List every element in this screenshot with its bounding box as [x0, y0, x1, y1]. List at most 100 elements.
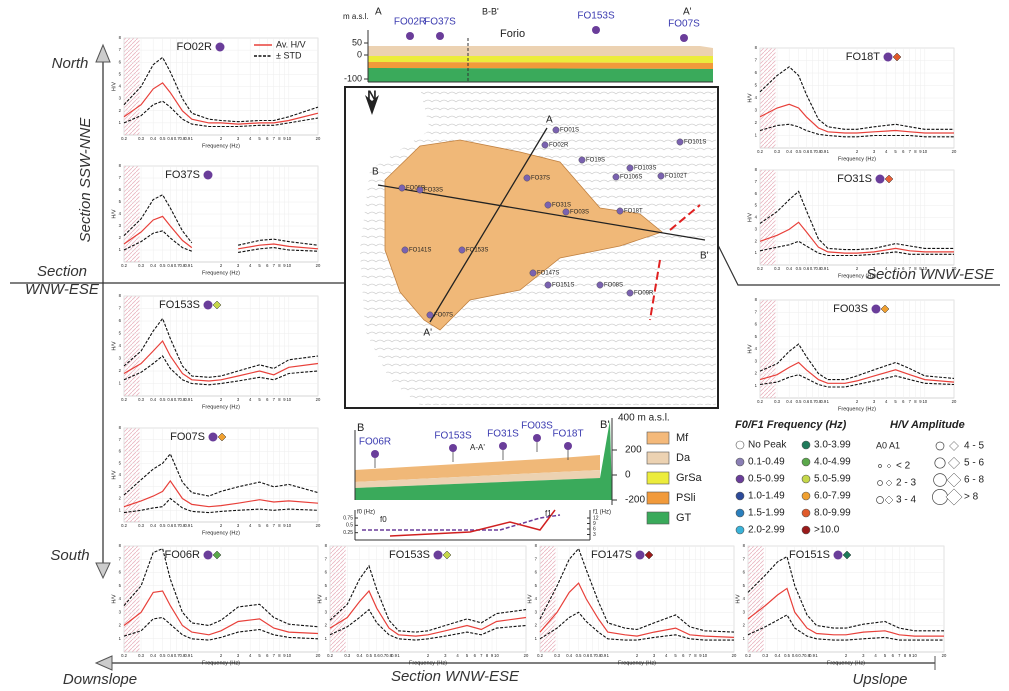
- y-tick-label: 8: [755, 167, 758, 172]
- x-tick-label: 1: [191, 136, 194, 141]
- x-tick-label: 0.6: [167, 263, 173, 268]
- x-tick-label: 0.7: [174, 397, 180, 402]
- y-tick-label: 1: [755, 133, 758, 138]
- y-tick-label: 5: [755, 83, 758, 88]
- frequency-swatch: [801, 440, 811, 450]
- amplitude-circle: [934, 457, 946, 469]
- y-tick-label: 2: [535, 623, 538, 628]
- y-tick-label: 8: [119, 425, 122, 430]
- x-tick-label: 0.6: [583, 653, 589, 658]
- x-tick-label: 0.6: [803, 266, 809, 271]
- x-tick-label: 0.3: [138, 397, 144, 402]
- station-marker: [203, 300, 213, 310]
- y-tick-label: 4: [755, 346, 758, 351]
- y-tick-label: 1: [119, 381, 122, 386]
- y-tick-label: 8: [119, 293, 122, 298]
- x-tick-label: 3: [444, 653, 447, 658]
- hv-curve: [747, 555, 944, 632]
- x-tick-label: 20: [316, 263, 321, 268]
- x-tick-label: 7: [689, 653, 692, 658]
- map-b: B: [372, 167, 379, 178]
- frequency-swatch: [735, 525, 745, 535]
- map-station: [578, 156, 586, 164]
- x-tick-label: 10: [286, 653, 291, 658]
- x-tick-label: 0.9: [391, 653, 397, 658]
- x-tick-label: 0.2: [757, 149, 763, 154]
- x-tick-label: 0.9: [184, 397, 190, 402]
- x-tick-label: 3: [873, 149, 876, 154]
- frequency-label: 0.1-0.49: [748, 457, 785, 468]
- y-tick-label: 2: [119, 623, 122, 628]
- x-tick-label: 0.9: [184, 263, 190, 268]
- y-tick-label: 7: [119, 47, 122, 52]
- x-tick-label: 4: [885, 399, 888, 404]
- amplitude-marker: [217, 432, 227, 442]
- station-marker: [871, 304, 881, 314]
- x-tick-label: 4: [885, 149, 888, 154]
- station-marker: [883, 52, 893, 62]
- section-station-label: FO18T: [552, 429, 583, 440]
- x-tick-label: 0.4: [150, 263, 156, 268]
- station-marker: [215, 42, 225, 52]
- lithology-swatch: [646, 451, 670, 465]
- hv-curve: [759, 66, 954, 130]
- hv-curve: [759, 103, 954, 134]
- x-tick-label: 0.4: [566, 653, 572, 658]
- left-section-label: WNW-ESE: [25, 281, 100, 298]
- x-tick-label: 0.3: [554, 653, 560, 658]
- x-tick-label: 7: [273, 136, 276, 141]
- map-station-label: FO103S: [634, 166, 656, 172]
- x-tick-label: 0.3: [344, 653, 350, 658]
- hv-curve: [747, 614, 944, 641]
- y-tick-label: 4: [755, 95, 758, 100]
- map-station-label: FO18T: [624, 209, 643, 215]
- hv-curve: [123, 56, 319, 123]
- x-tick-label: 0.3: [774, 149, 780, 154]
- frequency-swatch: [735, 508, 745, 518]
- x-tick-label: 0.9: [809, 653, 815, 658]
- section-station: [406, 32, 414, 40]
- x-tick-label: 7: [909, 266, 912, 271]
- amplitude-label: < 2: [896, 461, 911, 472]
- y-tick-label: 6: [755, 322, 758, 327]
- map-station-label: FO08S: [604, 283, 623, 289]
- x-tick-label: 0.5: [160, 397, 166, 402]
- lithology-swatch: [646, 471, 670, 485]
- x-tick-label: 4: [249, 263, 252, 268]
- x-tick-label: 0.2: [327, 653, 333, 658]
- x-tick-label: 6: [902, 266, 905, 271]
- f1-tick-label: 6: [593, 526, 596, 532]
- x-tick-label: 9: [919, 266, 922, 271]
- x-tick-label: 7: [273, 523, 276, 528]
- x-tick-label: 0.8: [804, 653, 810, 658]
- frequency-swatch: [801, 457, 811, 467]
- y-tick-label: 7: [743, 556, 746, 561]
- map-station-label: FO06R: [406, 186, 426, 192]
- x-tick-label: 4: [665, 653, 668, 658]
- amplitude-label: 6 - 8: [964, 475, 984, 486]
- amplitude-diamond: [949, 441, 959, 451]
- y-tick-label: 7: [755, 309, 758, 314]
- x-tick-label: 10: [286, 523, 291, 528]
- x-tick-label: 0.3: [774, 266, 780, 271]
- x-tick-label: 0.8: [386, 653, 392, 658]
- x-tick-label: 8: [278, 136, 281, 141]
- y-axis-label: H/V: [747, 93, 753, 103]
- x-tick-label: 0.5: [784, 653, 790, 658]
- frequency-label: No Peak: [748, 440, 787, 451]
- y-tick-label: 3: [119, 484, 122, 489]
- x-tick-label: 0.8: [179, 653, 185, 658]
- hv-curve: [539, 582, 735, 638]
- x-tick-label: 2: [856, 266, 859, 271]
- x-tick-label: 3: [237, 136, 240, 141]
- ssw-label: Section SSW-NNE: [77, 117, 94, 243]
- section-station-label: FO07S: [668, 19, 700, 30]
- amplitude-circle: [933, 473, 947, 487]
- y-tick-label: 2: [743, 623, 746, 628]
- x-tick-label: 0.3: [138, 653, 144, 658]
- x-axis-label: Frequency (Hz): [409, 660, 447, 666]
- x-tick-label: 8: [486, 653, 489, 658]
- x-tick-label: 3: [873, 399, 876, 404]
- x-tick-label: 6: [902, 149, 905, 154]
- x-tick-label: 0.5: [576, 653, 582, 658]
